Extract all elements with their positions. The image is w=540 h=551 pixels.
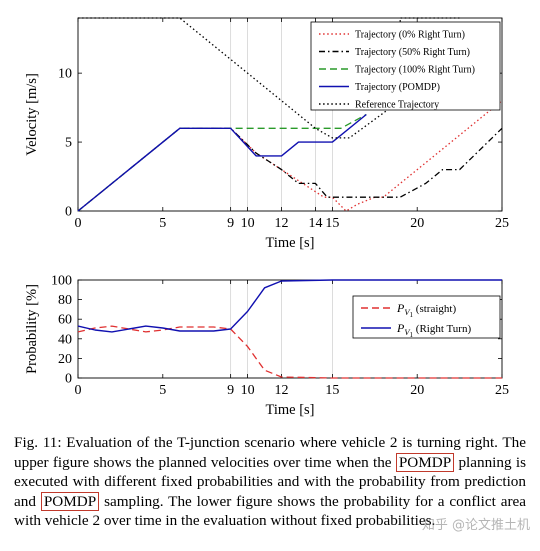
y-tick-label: 60 bbox=[58, 313, 72, 328]
series-line bbox=[77, 100, 503, 212]
y-tick-label: 0 bbox=[65, 372, 72, 387]
y-axis-label: Probability [%] bbox=[24, 284, 40, 374]
watermark: 知乎 @论文推土机 bbox=[421, 518, 530, 533]
x-tick-label: 9 bbox=[227, 383, 234, 398]
series-line bbox=[78, 17, 460, 139]
legend-box bbox=[352, 295, 501, 339]
y-tick-label: 100 bbox=[51, 274, 72, 289]
x-axis-label: Time [s] bbox=[265, 402, 314, 418]
x-axis-label: Time [s] bbox=[265, 235, 314, 251]
x-tick-label: 20 bbox=[410, 216, 424, 231]
y-tick-label: 40 bbox=[58, 332, 72, 347]
caption-text-1: Fig. 11: Evaluation of the T-junction sc… bbox=[14, 434, 526, 471]
y-tick-label: 80 bbox=[58, 293, 72, 308]
legend-label: Trajectory (100% Right Turn) bbox=[355, 65, 475, 76]
legend-label: Trajectory (0% Right Turn) bbox=[355, 30, 465, 41]
plot-frame bbox=[77, 279, 503, 379]
probability-chart: 0 5 9 10 12 15 20 25 0 20 40 60 80 100 Time [s] Probabi… bbox=[24, 274, 509, 419]
series-line bbox=[77, 127, 503, 212]
x-tick-label: 15 bbox=[325, 383, 339, 398]
velocity-chart: 0 5 9 10 12 14 15 20 25 0 5 10 Time [s] Velocity [m/s… bbox=[24, 17, 509, 251]
y-tick-label: 20 bbox=[58, 352, 72, 367]
y-tick-label: 0 bbox=[65, 205, 72, 220]
plot-frame bbox=[77, 17, 503, 212]
caption-highlight-pomdp-2: POMDP bbox=[40, 491, 100, 511]
caption-text-2: planning is executed with different fixe… bbox=[14, 453, 526, 510]
x-tick-label: 10 bbox=[241, 383, 255, 398]
legend-label: Reference Trajectory bbox=[355, 100, 439, 111]
legend-label: Trajectory (50% Right Turn) bbox=[355, 47, 470, 58]
legend-label: PV1 (straight) bbox=[396, 301, 456, 319]
series-line bbox=[77, 113, 367, 212]
x-tick-label: 5 bbox=[159, 216, 166, 231]
series-line bbox=[77, 279, 502, 333]
caption-text-3: sampling. The lower figure shows the pro… bbox=[14, 492, 526, 530]
x-tick-label: 9 bbox=[227, 216, 234, 231]
y-axis-label: Velocity [m/s] bbox=[24, 73, 40, 156]
y-tick-label: 5 bbox=[65, 136, 72, 151]
legend-label: PV1 (Right Turn) bbox=[396, 321, 471, 339]
x-tick-label: 15 bbox=[325, 216, 339, 231]
x-tick-label: 5 bbox=[159, 383, 166, 398]
x-tick-label: 20 bbox=[410, 383, 424, 398]
caption-highlight-pomdp-1: POMDP bbox=[395, 452, 455, 472]
x-tick-label: 10 bbox=[241, 216, 255, 231]
legend-box bbox=[310, 21, 501, 111]
x-tick-label: 14 bbox=[308, 216, 322, 231]
x-tick-label: 25 bbox=[495, 216, 509, 231]
figure-caption: Fig. 11: Evaluation of the T-junction sc… bbox=[14, 433, 526, 531]
x-tick-label: 0 bbox=[75, 383, 82, 398]
x-tick-label: 25 bbox=[495, 383, 509, 398]
x-tick-label: 12 bbox=[275, 216, 289, 231]
x-tick-label: 0 bbox=[75, 216, 82, 231]
legend-label: Trajectory (POMDP) bbox=[355, 82, 440, 93]
x-tick-label: 12 bbox=[275, 383, 289, 398]
y-tick-label: 10 bbox=[58, 67, 72, 82]
